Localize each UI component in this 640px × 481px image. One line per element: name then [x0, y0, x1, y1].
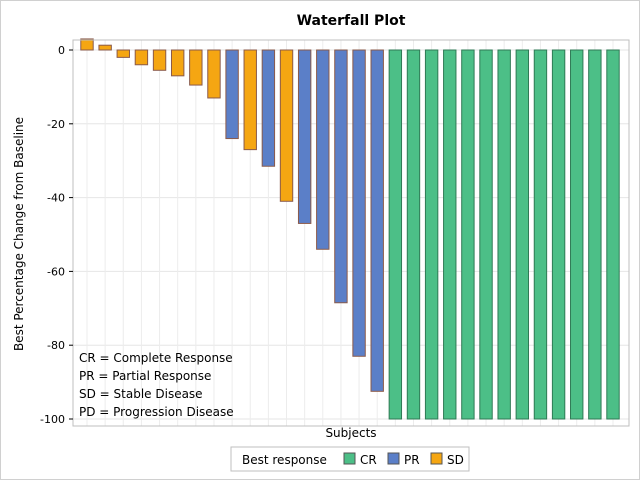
- bar-pr: [334, 49, 348, 304]
- bar-cr: [479, 49, 493, 420]
- bars: [80, 38, 620, 420]
- bar-pr: [352, 49, 366, 357]
- bar-sd: [116, 49, 130, 58]
- annotation-pd: PD = Progression Disease: [79, 405, 234, 419]
- bar-sd: [170, 49, 185, 77]
- bar-pr: [261, 49, 276, 167]
- bar-cr: [461, 49, 475, 420]
- bar-sd: [152, 49, 167, 71]
- annotation-block: CR = Complete Response PR = Partial Resp…: [79, 351, 234, 419]
- y-tick-label: 0: [58, 44, 65, 57]
- y-tick-label: -100: [40, 413, 65, 426]
- bar-cr: [570, 49, 584, 420]
- bar-cr: [606, 49, 620, 420]
- bar-sd: [80, 38, 94, 51]
- annotation-pr: PR = Partial Response: [79, 369, 211, 383]
- annotation-sd: SD = Stable Disease: [79, 387, 203, 401]
- bar-sd: [207, 49, 221, 99]
- legend-swatch-pr: [387, 452, 400, 465]
- y-tick-label: -60: [47, 265, 65, 278]
- y-tick-label: -40: [47, 192, 65, 205]
- bar-pr: [225, 49, 239, 140]
- legend-swatch-cr: [343, 452, 356, 465]
- bar-cr: [497, 49, 511, 420]
- y-axis: 0 -20 -40 -60 -80 -100: [40, 44, 73, 426]
- annotation-cr: CR = Complete Response: [79, 351, 233, 365]
- bar-sd: [98, 44, 112, 51]
- bar-cr: [515, 49, 530, 420]
- bar-cr: [551, 49, 566, 420]
- legend: Best response CR PR SD: [230, 446, 470, 472]
- y-tick-label: -20: [47, 118, 65, 131]
- bar-pr: [370, 49, 384, 392]
- plot-area: [72, 39, 630, 427]
- legend-title: Best response: [242, 453, 327, 467]
- chart-title: Waterfall Plot: [297, 13, 406, 29]
- bar-cr: [388, 49, 403, 420]
- bar-cr: [406, 49, 421, 420]
- bar-cr: [533, 49, 548, 420]
- y-tick-label: -80: [47, 339, 65, 352]
- bar-pr: [297, 49, 312, 224]
- bar-cr: [588, 49, 602, 420]
- legend-label-pr: PR: [404, 453, 420, 467]
- bar-cr: [424, 49, 439, 420]
- bar-sd: [189, 49, 203, 86]
- legend-label-sd: SD: [447, 453, 464, 467]
- bar-sd: [134, 49, 149, 66]
- bar-sd: [243, 49, 257, 151]
- y-axis-label: Best Percentage Change from Baseline: [12, 117, 26, 351]
- legend-label-cr: CR: [360, 453, 377, 467]
- bar-sd: [279, 49, 294, 202]
- bar-cr: [443, 49, 457, 420]
- legend-swatch-sd: [430, 452, 443, 465]
- x-axis-label: Subjects: [325, 426, 376, 440]
- bar-pr: [316, 49, 330, 250]
